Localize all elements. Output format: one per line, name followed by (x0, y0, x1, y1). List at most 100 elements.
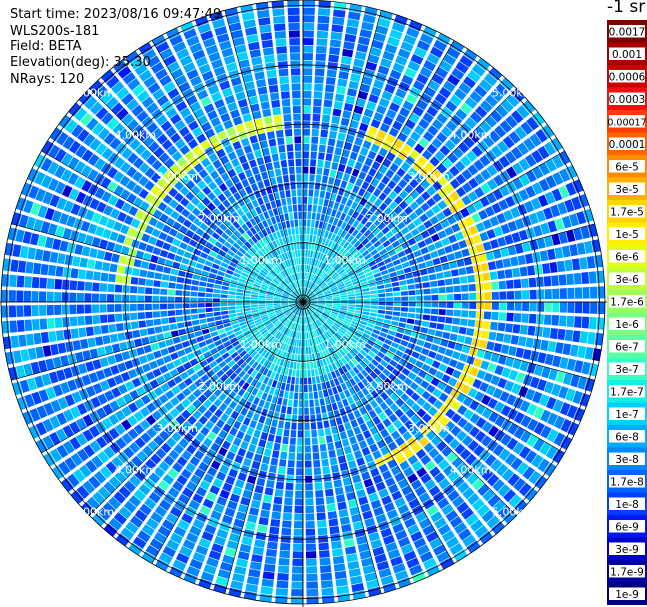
ppi-cell (275, 215, 281, 223)
ppi-cell (285, 383, 290, 392)
ppi-cell (131, 455, 143, 468)
ppi-cell (275, 331, 281, 339)
ppi-cell (310, 300, 318, 302)
ppi-cell (485, 94, 499, 108)
ppi-cell (297, 309, 301, 316)
ppi-cell (341, 365, 348, 374)
ppi-cell (293, 290, 299, 297)
ppi-cell (56, 444, 69, 459)
ppi-cell (307, 289, 312, 296)
ppi-cell (152, 247, 162, 256)
ppi-cell (110, 208, 121, 219)
ppi-cell (212, 478, 224, 488)
ppi-cell (306, 234, 310, 242)
ppi-cell (343, 102, 354, 112)
ppi-cell (462, 435, 473, 447)
ppi-cell (274, 489, 284, 497)
ppi-cell (413, 537, 427, 549)
ppi-cell (287, 345, 292, 353)
colorbar-label-box (609, 137, 645, 150)
ppi-cell (209, 360, 218, 369)
ppi-cell (384, 283, 392, 289)
ppi-cell (303, 287, 306, 295)
ppi-cell (435, 66, 449, 79)
ppi-cell (154, 272, 163, 280)
ppi-cell (358, 171, 367, 181)
ppi-cell (121, 202, 132, 213)
ppi-cell (251, 289, 260, 293)
ppi-cell (408, 112, 420, 124)
ppi-cell (114, 353, 124, 363)
ppi-cell (42, 250, 51, 262)
ppi-cell (273, 356, 279, 364)
ppi-cell (463, 136, 475, 149)
ppi-cell (40, 157, 53, 172)
ppi-cell (407, 60, 421, 72)
ppi-cell (263, 319, 271, 325)
ppi-cell (438, 86, 452, 99)
ppi-cell (250, 369, 258, 378)
ppi-cell (466, 355, 476, 365)
ppi-cell (522, 374, 533, 386)
ppi-cell (243, 302, 251, 306)
ppi-cell (430, 250, 439, 259)
ppi-cell (400, 307, 409, 312)
ppi-cell (305, 308, 309, 316)
ppi-cell (69, 230, 80, 242)
ppi-cell (424, 357, 434, 366)
range-ring (183, 182, 422, 421)
ppi-cell (370, 499, 382, 510)
ppi-cell (203, 333, 212, 340)
ppi-cell (277, 332, 283, 340)
ppi-cell (329, 283, 336, 288)
ppi-cell (304, 460, 312, 468)
ppi-cell (316, 512, 326, 521)
ppi-cell (314, 243, 318, 251)
ppi-cell (587, 332, 596, 345)
colorbar-label-box (609, 70, 645, 83)
ppi-cell (288, 299, 296, 302)
ppi-cell (363, 68, 375, 79)
ppi-cell (277, 222, 283, 231)
ppi-cell (359, 197, 368, 207)
ppi-cell (529, 133, 542, 147)
ppi-cell (437, 279, 446, 287)
ppi-cell (318, 318, 324, 324)
ppi-cell (155, 559, 170, 571)
ppi-cell (292, 551, 303, 559)
ppi-cell (517, 254, 526, 266)
ppi-cell (273, 496, 283, 505)
ppi-cell (491, 145, 503, 158)
ppi-cell (88, 425, 101, 438)
ppi-cell (316, 336, 322, 344)
ppi-cell (491, 291, 499, 300)
ppi-cell (198, 578, 212, 590)
ppi-cell (316, 291, 324, 296)
ppi-cell (227, 265, 236, 272)
ppi-cell (522, 466, 535, 480)
ppi-cell (366, 275, 375, 281)
ppi-cell (340, 180, 348, 189)
ppi-cell (535, 129, 548, 143)
ppi-cell (85, 270, 94, 280)
ppi-cell (365, 133, 375, 143)
ppi-cell (118, 506, 132, 519)
ppi-cell (306, 272, 309, 280)
ppi-cell (335, 332, 342, 339)
ppi-cell (288, 235, 293, 243)
ppi-cell (362, 564, 376, 575)
ppi-cell (94, 470, 107, 484)
ppi-cell (338, 163, 346, 173)
ppi-cell (156, 133, 168, 145)
ppi-cell (441, 356, 451, 365)
ppi-cell (44, 236, 54, 249)
ppi-cell (429, 215, 440, 225)
ppi-cell (147, 82, 161, 95)
ppi-cell (321, 254, 327, 262)
ppi-cell (334, 360, 341, 369)
ppi-cell (118, 255, 128, 265)
ppi-cell (222, 257, 231, 265)
ppi-cell (441, 263, 450, 271)
ppi-cell (103, 132, 116, 145)
ppi-cell (101, 262, 111, 272)
